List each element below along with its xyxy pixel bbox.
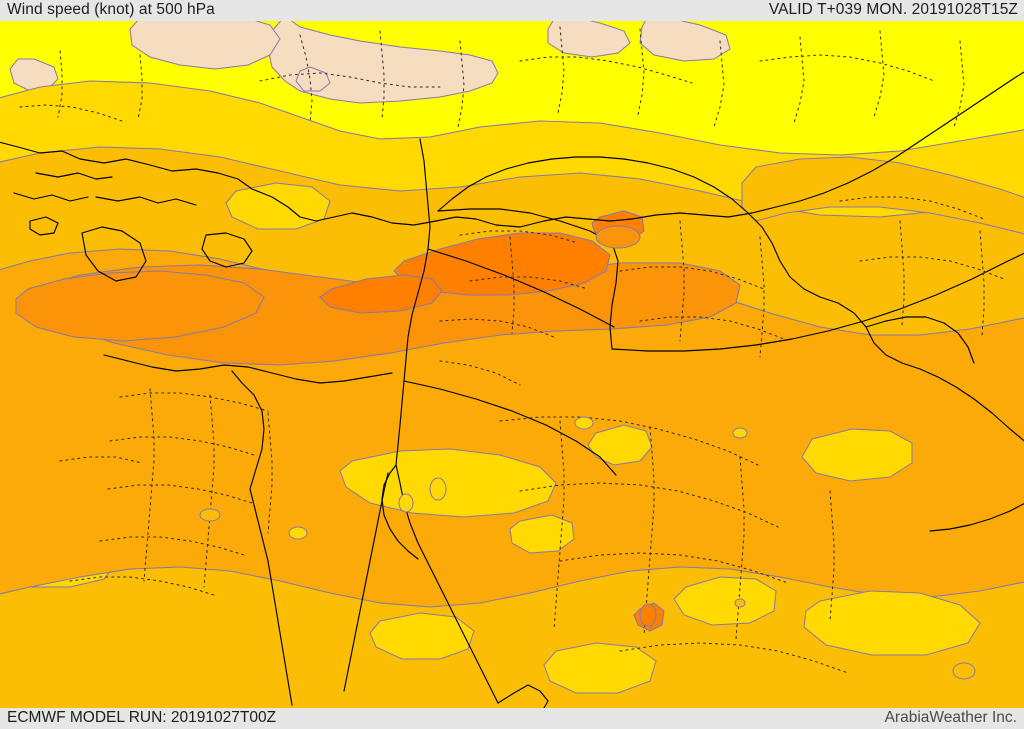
footer-bar: ECMWF MODEL RUN: 20191027T00Z ArabiaWeat… xyxy=(0,708,1024,729)
contour-pockets xyxy=(199,225,976,680)
band-orange-west-arm xyxy=(15,270,265,342)
forecast-map[interactable] xyxy=(0,21,1024,708)
internal-boundaries xyxy=(19,26,1005,674)
valid-time-label: VALID T+039 MON. 20191028T15Z xyxy=(768,1,1018,18)
header-bar: Wind speed (knot) at 500 hPa VALID T+039… xyxy=(0,0,1024,21)
country-borders xyxy=(0,71,1024,708)
model-run-label: ECMWF MODEL RUN: 20191027T00Z xyxy=(7,709,277,726)
map-canvas xyxy=(0,21,1024,708)
band-deep-orange-group xyxy=(319,210,665,632)
attribution-label: ArabiaWeather Inc. xyxy=(884,709,1017,726)
page-title: Wind speed (knot) at 500 hPa xyxy=(7,1,215,18)
